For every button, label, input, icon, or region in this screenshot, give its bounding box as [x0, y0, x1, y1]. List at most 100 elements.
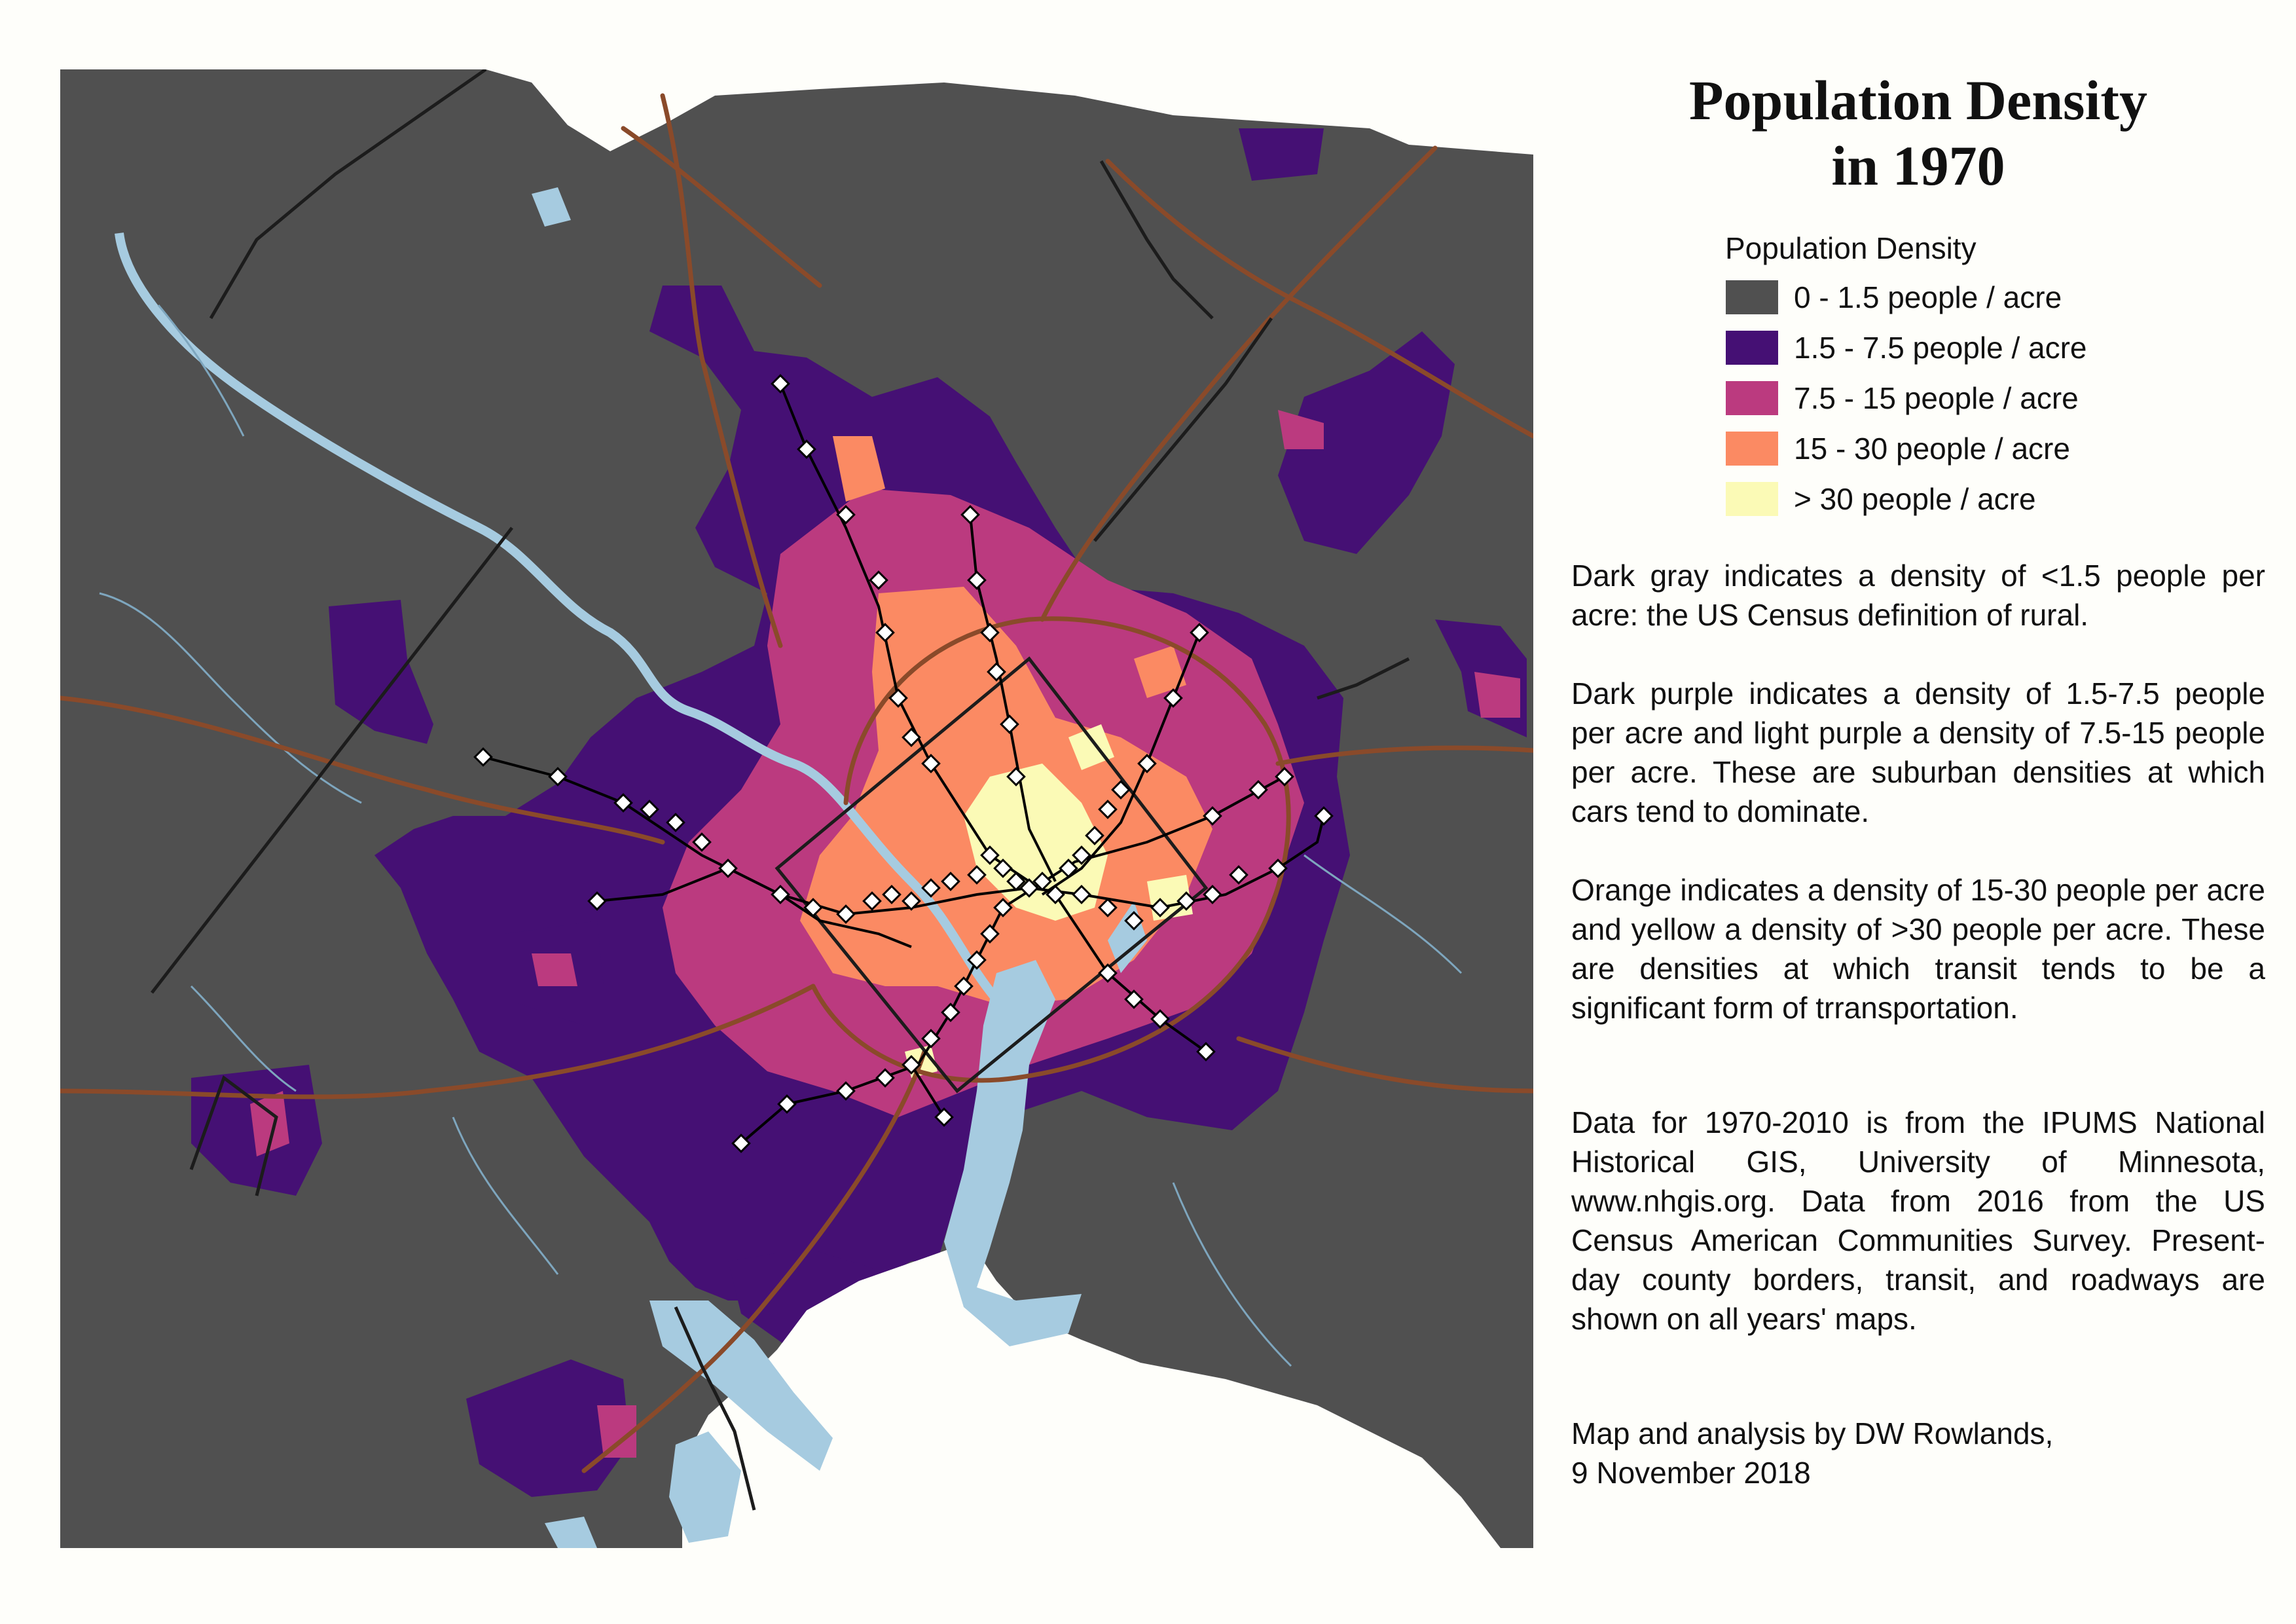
metro-station-icon — [882, 885, 902, 904]
credit-author: Map and analysis by DW Rowlands, — [1571, 1416, 2054, 1450]
metro-station-icon — [902, 728, 921, 747]
metro-station-icon — [1019, 878, 1039, 898]
metro-station-icon — [1150, 1009, 1170, 1029]
metro-station-icon — [1248, 780, 1268, 800]
streams — [99, 304, 1463, 1367]
metro-station-icon — [1000, 714, 1019, 734]
metro-station-icon — [731, 1134, 751, 1153]
metro-station-icon — [1098, 963, 1118, 983]
legend-label: 0 - 1.5 people / acre — [1794, 280, 2062, 314]
title-line-1: Population Density — [1688, 69, 2148, 132]
note-data-sources: Data for 1970-2010 is from the IPUMS Nat… — [1571, 1105, 2265, 1336]
legend-swatch — [1726, 280, 1778, 314]
metro-station-icon — [836, 1081, 856, 1101]
metro-station-icon — [967, 570, 987, 590]
metro-station-icon — [1072, 845, 1091, 865]
metro-station-icon — [888, 688, 908, 708]
legend-swatch — [1726, 381, 1778, 415]
metro-station-icon — [1196, 1042, 1216, 1061]
metro-station-icon — [718, 858, 738, 878]
metro-station-icon — [967, 865, 987, 885]
title-line-2: in 1970 — [1831, 134, 2005, 197]
metro-station-icon — [862, 891, 882, 911]
metro-station-icon — [960, 505, 980, 525]
metro-station-icon — [1124, 989, 1144, 1009]
legend-list: 0 - 1.5 people / acre 1.5 - 7.5 people /… — [1726, 272, 2265, 525]
legend-item-dense-urban: > 30 people / acre — [1726, 474, 2265, 525]
metro-station-icon — [921, 754, 941, 773]
metro-station-icon — [803, 898, 823, 917]
legend-heading: Population Density — [1725, 231, 1977, 265]
metro-station-icon — [1137, 754, 1157, 773]
density-map — [60, 69, 1533, 1548]
note-rural: Dark gray indicates a density of <1.5 pe… — [1571, 558, 2265, 632]
legend-swatch — [1726, 331, 1778, 365]
metro-station-icon — [692, 832, 712, 852]
metro-station-icon — [993, 858, 1013, 878]
metro-station-icon — [921, 1029, 941, 1048]
metro-station-icon — [587, 891, 607, 911]
highways — [60, 93, 1533, 1473]
note-suburban: Dark purple indicates a density of 1.5-7… — [1571, 676, 2265, 828]
metro-station-icon — [771, 885, 790, 904]
metro-station-icon — [613, 793, 633, 813]
metro-stations — [473, 374, 1334, 1153]
metro-station-icon — [1098, 898, 1118, 917]
metro-station-icon — [1229, 865, 1248, 885]
map-title: Population Density in 1970 — [1571, 65, 2265, 199]
legend-label: 7.5 - 15 people / acre — [1794, 381, 2079, 415]
metro-station-icon — [473, 747, 493, 767]
county-borders — [151, 69, 1410, 1511]
metro-station-icon — [941, 872, 960, 891]
metro-station-icon — [1006, 872, 1026, 891]
legend-panel: Population Density in 1970 Population De… — [1571, 65, 2265, 1492]
metro-station-icon — [980, 924, 1000, 944]
metro-station-icon — [1203, 885, 1222, 904]
metro-station-icon — [1190, 623, 1209, 642]
rivers-and-water — [115, 187, 1147, 1548]
legend-label: 1.5 - 7.5 people / acre — [1794, 331, 2087, 365]
legend-item-urban: 15 - 30 people / acre — [1726, 424, 2265, 474]
metro-station-icon — [1006, 767, 1026, 786]
metro-station-icon — [980, 845, 1000, 865]
legend-label: > 30 people / acre — [1794, 482, 2036, 516]
metro-station-icon — [921, 878, 941, 898]
legend-item-high-suburban: 7.5 - 15 people / acre — [1726, 373, 2265, 424]
metro-station-icon — [987, 662, 1006, 682]
metro-station-icon — [666, 813, 685, 832]
metro-station-icon — [1046, 885, 1065, 904]
metro-station-icon — [640, 800, 659, 819]
metro-station-icon — [967, 950, 987, 970]
credit-date: 9 November 2018 — [1571, 1455, 1811, 1490]
metro-station-icon — [875, 623, 895, 642]
metro-station-icon — [1275, 767, 1294, 786]
metro-station-icon — [941, 1003, 960, 1022]
metro-station-icon — [1203, 806, 1222, 826]
metro-station-icon — [1163, 688, 1183, 708]
metro-station-icon — [993, 898, 1013, 917]
legend-item-low-suburban: 1.5 - 7.5 people / acre — [1726, 323, 2265, 373]
metro-station-icon — [836, 904, 856, 924]
metro-station-icon — [934, 1107, 954, 1127]
metro-station-icon — [836, 505, 856, 525]
metro-station-icon — [1072, 885, 1091, 904]
metro-station-icon — [980, 623, 1000, 642]
metro-station-icon — [771, 374, 790, 394]
metro-station-icon — [954, 976, 974, 996]
metro-station-icon — [902, 891, 921, 911]
metro-station-icon — [902, 1055, 921, 1075]
metro-station-icon — [1111, 780, 1131, 800]
metro-station-icon — [1098, 800, 1118, 819]
metro-station-icon — [797, 439, 816, 459]
metro-station-icon — [548, 767, 568, 786]
metro-station-icon — [1150, 898, 1170, 917]
metro-station-icon — [1059, 858, 1078, 878]
metro-station-icon — [1314, 806, 1334, 826]
metro-station-icon — [777, 1094, 797, 1114]
metro-station-icon — [1085, 826, 1104, 845]
metro-station-icon — [875, 1068, 895, 1088]
metro-station-icon — [1124, 911, 1144, 931]
metro-station-icon — [1176, 891, 1196, 911]
legend-swatch — [1726, 432, 1778, 466]
metro-station-icon — [1268, 858, 1288, 878]
